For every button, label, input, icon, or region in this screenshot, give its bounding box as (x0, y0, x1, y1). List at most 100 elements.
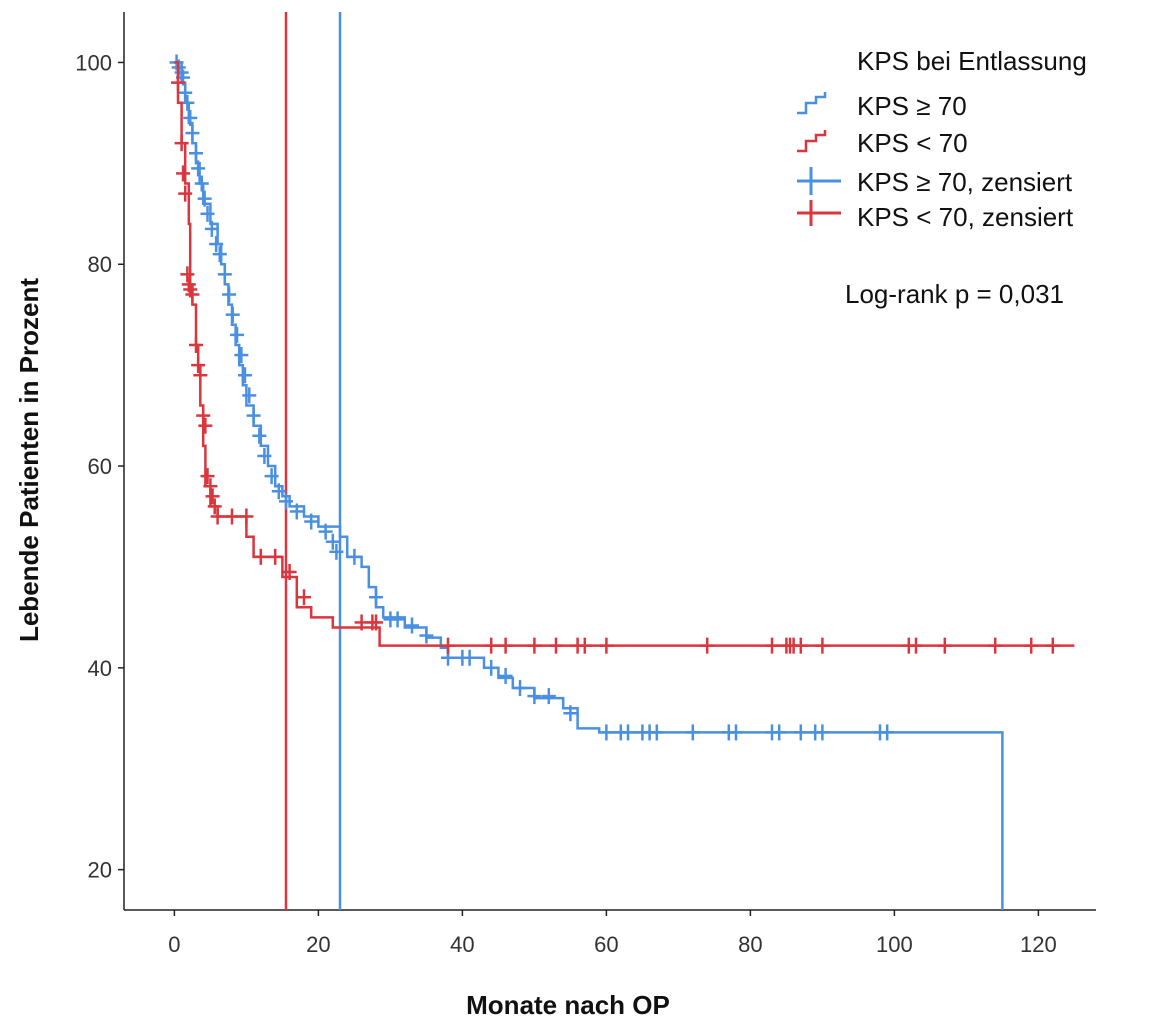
censor-mark (621, 724, 635, 741)
censor-mark (198, 417, 213, 434)
censor-mark (191, 160, 206, 177)
censor-mark (405, 617, 419, 634)
legend-label-kps-lt-70: KPS < 70 (857, 128, 968, 158)
y-tick-label: 20 (88, 858, 112, 883)
censor-mark (225, 306, 240, 323)
censor-mark (279, 493, 293, 510)
y-tick-label: 60 (88, 454, 112, 479)
censor-mark (793, 637, 808, 654)
censor-mark (649, 724, 664, 741)
log-rank-annotation: Log-rank p = 0,031 (845, 279, 1064, 309)
censor-mark (271, 483, 286, 500)
censor-mark (541, 688, 556, 705)
censor-mark (577, 637, 592, 654)
censor-mark (257, 447, 272, 464)
x-tick-label: 120 (1020, 932, 1057, 957)
x-tick-group: 0 20 40 60 80 100 120 (168, 910, 1057, 957)
censor-mark (268, 548, 283, 565)
censor-mark (222, 286, 237, 303)
censor-mark (700, 637, 715, 654)
censor-mark (282, 563, 297, 580)
censor-mark (209, 236, 224, 253)
censor-mark (200, 205, 215, 222)
censor-mark (171, 74, 185, 91)
censor-mark (180, 266, 195, 283)
censor-mark (369, 589, 383, 606)
censor-mark (297, 589, 311, 606)
legend-label-kps-lt-70-censored: KPS < 70, zensiert (857, 202, 1074, 232)
censor-mark (599, 637, 614, 654)
censor-mark (390, 611, 405, 628)
legend: KPS bei Entlassung KPS ≥ 70 KPS < 70 KPS… (797, 46, 1087, 232)
y-tick-label: 100 (75, 50, 112, 75)
censor-mark (563, 705, 578, 722)
x-tick-label: 80 (738, 932, 762, 957)
censor-mark (207, 498, 222, 515)
censor-mark (988, 637, 1003, 654)
censor-mark (772, 724, 787, 741)
censor-mark (253, 548, 268, 565)
censor-mark (237, 367, 252, 384)
legend-censor-kps-lt-70 (797, 200, 841, 226)
censor-mark (185, 125, 200, 142)
censor-mark (484, 637, 499, 654)
censor-mark (815, 637, 830, 654)
legend-swatch-kps-lt-70 (797, 130, 827, 153)
censor-mark (234, 347, 249, 364)
x-tick-label: 100 (876, 932, 913, 957)
censor-mark (203, 478, 218, 495)
censor-mark (264, 468, 279, 485)
y-tick-label: 80 (88, 252, 112, 277)
censor-mark (185, 286, 200, 303)
censor-mark (937, 637, 952, 654)
censor-mark (815, 724, 830, 741)
censor-mark (200, 468, 215, 485)
legend-swatch-kps-ge-70 (797, 92, 827, 115)
x-tick-label: 40 (450, 932, 474, 957)
y-axis-title: Lebende Patienten in Prozent (14, 278, 44, 642)
y-tick-label: 40 (88, 656, 112, 681)
legend-label-kps-ge-70-censored: KPS ≥ 70, zensiert (857, 167, 1073, 197)
censor-mark (729, 724, 743, 741)
censor-mark (289, 503, 304, 520)
censor-mark (196, 407, 211, 424)
censor-mark (347, 548, 362, 565)
censor-mark (1045, 637, 1060, 654)
x-tick-label: 0 (168, 932, 180, 957)
legend-censor-kps-ge-70 (797, 167, 841, 195)
censor-mark (178, 185, 193, 202)
x-tick-label: 60 (594, 932, 618, 957)
censor-mark (765, 637, 779, 654)
censor-mark (194, 175, 209, 192)
y-tick-group: 20 40 60 80 100 (75, 50, 124, 883)
censor-mark (191, 357, 206, 374)
censor-mark (178, 84, 193, 101)
censor-mark (325, 533, 340, 550)
censor-mark (239, 508, 254, 525)
censor-mark (1024, 637, 1039, 654)
censor-mark (880, 724, 895, 741)
x-axis-title: Monate nach OP (466, 990, 670, 1020)
censor-mark (176, 165, 191, 182)
series-line-1 (174, 61, 1075, 647)
censor-mark (498, 637, 513, 654)
censor-mark (513, 680, 527, 697)
censor-mark (304, 513, 319, 530)
censor-marks-1 (171, 74, 1060, 654)
censor-mark (329, 543, 344, 560)
censor-mark (183, 109, 198, 126)
censor-mark (217, 266, 232, 283)
censor-mark (225, 508, 239, 525)
censor-mark (189, 336, 203, 353)
censor-mark (197, 190, 212, 207)
median-lines (284, 12, 342, 910)
censor-mark (599, 724, 614, 741)
x-tick-label: 20 (306, 932, 330, 957)
censor-mark (498, 667, 513, 684)
censor-mark (204, 220, 219, 237)
censor-mark (252, 427, 267, 444)
censor-mark (685, 724, 700, 741)
censor-mark (909, 637, 923, 654)
censor-mark (369, 614, 383, 631)
